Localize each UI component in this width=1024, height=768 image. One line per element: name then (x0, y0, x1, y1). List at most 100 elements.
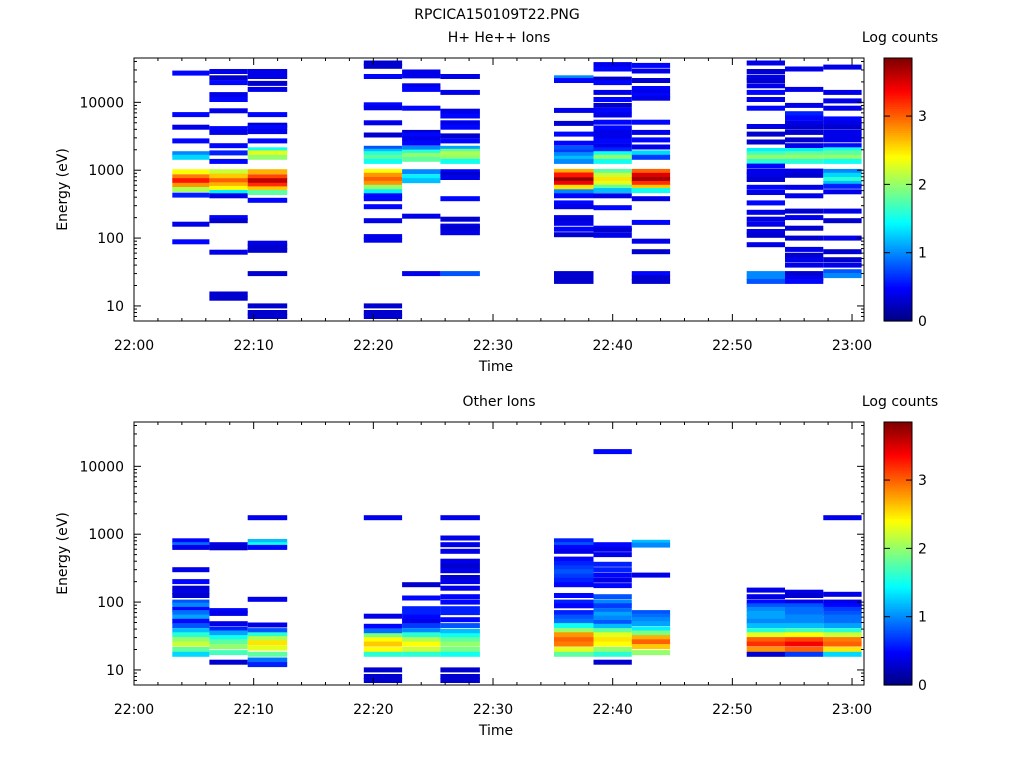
panel-title: H+ He++ Ions (448, 30, 551, 46)
colorbar-segment (884, 511, 912, 515)
heatmap-cell (746, 614, 785, 620)
colorbar-segment (884, 156, 912, 160)
heatmap-cell (440, 216, 480, 222)
heatmap-cell (785, 124, 824, 130)
heatmap-cell (631, 154, 671, 160)
heatmap-cell (823, 262, 862, 268)
heatmap-cell (247, 182, 288, 188)
colorbar-segment (884, 226, 912, 230)
colorbar-segment (884, 663, 912, 666)
heatmap-cell (247, 515, 288, 521)
heatmap-cell (785, 86, 824, 92)
heatmap-cell (209, 218, 248, 224)
colorbar-segment (884, 191, 912, 195)
colorbar-segment (884, 75, 912, 79)
x-tick-label: 22:00 (114, 338, 154, 354)
heatmap-cell (631, 539, 671, 545)
heatmap-cell (593, 628, 632, 634)
heatmap-cell (402, 213, 441, 219)
heatmap-cell (631, 137, 671, 143)
colorbar-segment (884, 669, 912, 673)
heatmap-cell (402, 651, 441, 657)
heatmap-cell (785, 111, 824, 117)
heatmap-cell (823, 218, 862, 224)
heatmap-cell (593, 80, 632, 86)
heatmap-cell (631, 238, 671, 244)
heatmap-cell (363, 234, 403, 240)
colorbar-segment (884, 169, 912, 173)
heatmap-cell (785, 193, 824, 199)
colorbar-segment (884, 307, 912, 311)
heatmap-cell (209, 178, 248, 184)
colorbar-segment (884, 132, 912, 136)
colorbar-segment (884, 86, 912, 90)
heatmap-cell (554, 544, 594, 550)
colorbar-segment (884, 439, 912, 443)
colorbar-segment (884, 542, 912, 546)
heatmap-cell (402, 582, 441, 588)
colorbar-tick-label: 0 (918, 678, 927, 694)
heatmap-cell (593, 147, 632, 153)
heatmap-cell (554, 200, 594, 206)
heatmap-cell (823, 591, 862, 597)
colorbar-segment (884, 64, 912, 68)
heatmap-cell (746, 190, 785, 195)
colorbar-segment (884, 573, 912, 577)
heatmap-cell (823, 637, 862, 643)
colorbar-segment (884, 487, 912, 491)
colorbar-segment (884, 676, 912, 680)
colorbar-segment (884, 257, 912, 261)
colorbar-segment (884, 531, 912, 535)
heatmap-cell (172, 239, 210, 245)
heatmap-cell (440, 585, 480, 591)
heatmap-cell (209, 69, 248, 74)
colorbar-segment (884, 224, 912, 228)
colorbar-segment (884, 437, 912, 441)
heatmap-cell (631, 119, 671, 125)
colorbar-segment (884, 586, 912, 590)
heatmap-cell (631, 129, 671, 135)
heatmap-cell (593, 647, 632, 652)
y-tick-label: 10 (106, 299, 124, 315)
heatmap-cell (363, 218, 403, 224)
heatmap-cell (593, 615, 632, 621)
x-tick-label: 22:50 (712, 338, 752, 354)
heatmap-cell (402, 73, 441, 79)
colorbar-segment (884, 588, 912, 592)
heatmap-cell (209, 639, 248, 645)
panel-h-he-ions: H+ He++ Ions 22:00 22:10 22:20 22:30 22:40 22:… (55, 30, 938, 375)
heatmap-cell (172, 178, 210, 184)
heatmap-cell (593, 154, 632, 160)
heatmap-cell (823, 116, 862, 122)
heatmap-cell (785, 154, 824, 160)
heatmap-cell (593, 449, 632, 455)
heatmap-cell (746, 139, 785, 145)
colorbar-segment (884, 474, 912, 478)
heatmap-cell (247, 138, 288, 144)
heatmap-cell (554, 548, 594, 554)
heatmap-cell (785, 115, 824, 121)
heatmap-cell (172, 647, 210, 652)
heatmap-cell (593, 102, 632, 108)
heatmap-cell (172, 593, 210, 598)
colorbar-segment (884, 674, 912, 677)
heatmap-cell (440, 599, 480, 605)
heatmap-cell (440, 113, 480, 119)
colorbar-segment (884, 187, 912, 191)
heatmap-cell (247, 651, 288, 657)
heatmap-cell (440, 74, 480, 79)
heatmap-cell (402, 178, 441, 184)
colorbar-segment (884, 503, 912, 506)
colorbar-segment (884, 228, 912, 232)
heatmap-cell (363, 515, 403, 521)
heatmap-cell (172, 618, 210, 624)
colorbar-tick-label: 2 (918, 541, 927, 557)
heatmap-cell (746, 216, 785, 222)
colorbar-segment (884, 182, 912, 186)
heatmap-cell (247, 197, 288, 203)
plot-frame (133, 421, 865, 686)
heatmap-cell (631, 89, 671, 95)
heatmap-cell (554, 647, 594, 652)
colorbar-segment (884, 231, 912, 234)
heatmap-cell (554, 628, 594, 634)
